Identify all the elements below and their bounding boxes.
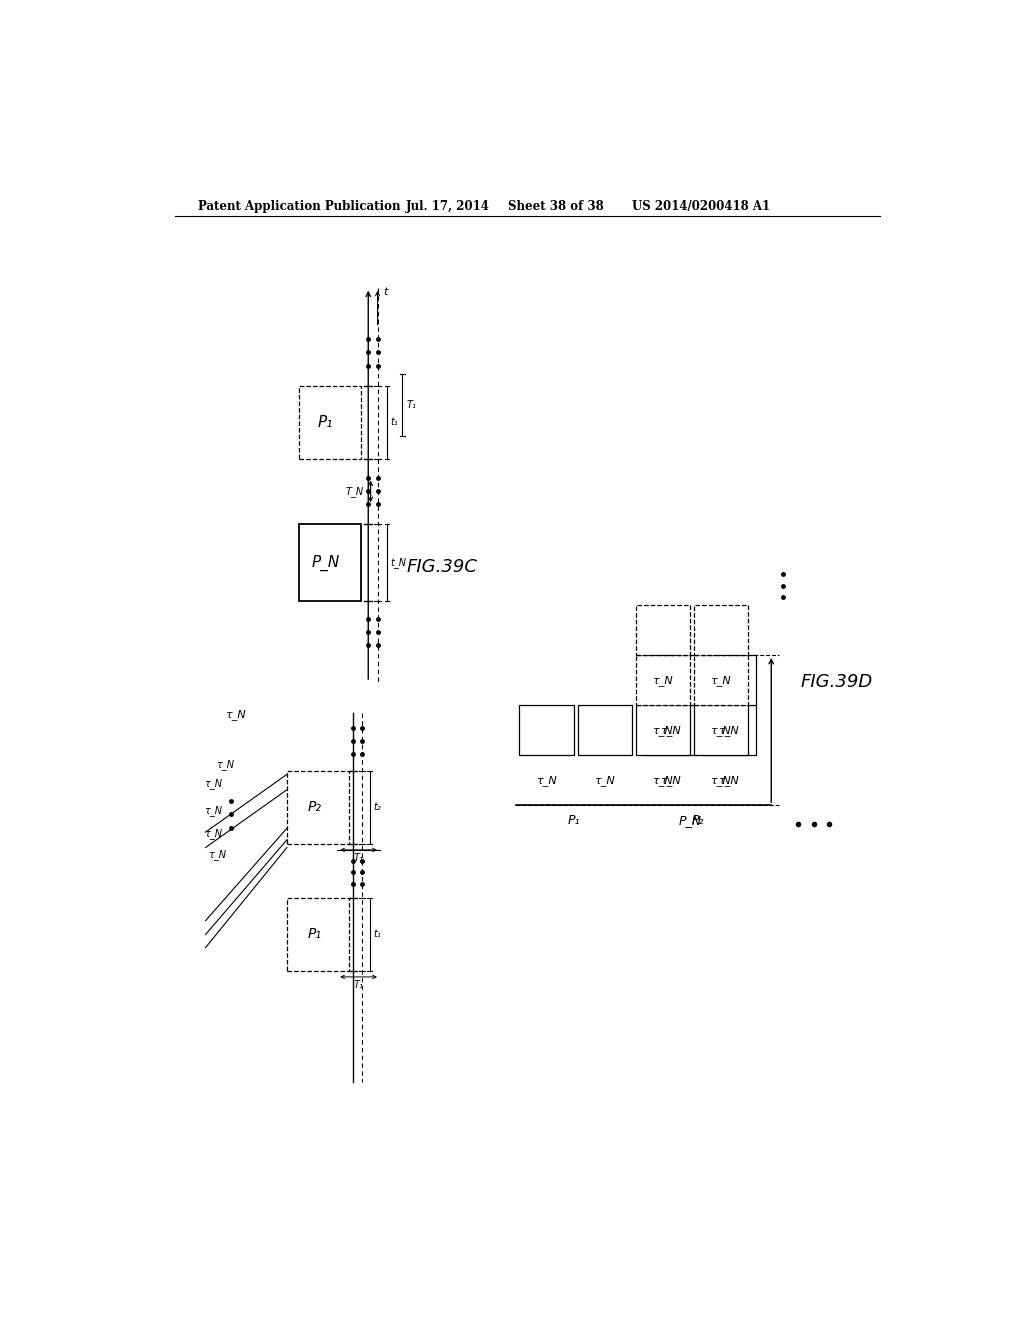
Text: τ_N: τ_N — [224, 709, 246, 719]
Text: τ_N: τ_N — [718, 725, 739, 735]
Bar — [693, 705, 748, 755]
Bar — [578, 705, 632, 755]
Text: τ_N: τ_N — [660, 775, 681, 785]
Bar — [299, 524, 360, 601]
Text: τ_N: τ_N — [652, 775, 673, 785]
Text: t₁: t₁ — [374, 929, 381, 939]
Bar — [299, 385, 360, 459]
Bar — [636, 605, 690, 655]
Text: τ_N: τ_N — [204, 805, 222, 816]
Text: t_N: t_N — [391, 557, 407, 568]
Text: t: t — [384, 288, 388, 297]
Text: T₁: T₁ — [353, 853, 364, 863]
Text: P₁: P₁ — [308, 927, 322, 941]
Text: P_N: P_N — [311, 554, 340, 570]
Text: T₁: T₁ — [407, 400, 416, 409]
Text: US 2014/0200418 A1: US 2014/0200418 A1 — [632, 199, 770, 213]
Text: P_N: P_N — [678, 814, 701, 828]
Text: Jul. 17, 2014: Jul. 17, 2014 — [406, 199, 489, 213]
Bar — [693, 655, 748, 705]
Bar — [636, 655, 690, 705]
Bar — [643, 705, 697, 755]
Text: τ_N: τ_N — [711, 775, 731, 785]
Text: τ_N: τ_N — [652, 675, 673, 685]
Text: T₁: T₁ — [353, 979, 364, 990]
Text: τ_N: τ_N — [208, 850, 226, 861]
Text: Patent Application Publication: Patent Application Publication — [198, 199, 400, 213]
Text: τ_N: τ_N — [718, 775, 739, 785]
Text: T_N: T_N — [345, 486, 364, 496]
Text: τ_N: τ_N — [711, 675, 731, 685]
Bar — [287, 771, 349, 843]
Text: τ_N: τ_N — [204, 777, 222, 789]
Bar — [693, 605, 748, 655]
Text: τ_N: τ_N — [216, 759, 233, 770]
Bar — [287, 898, 349, 970]
Text: FIG.39D: FIG.39D — [801, 673, 873, 690]
Text: Sheet 38 of 38: Sheet 38 of 38 — [508, 199, 603, 213]
Text: P₂: P₂ — [308, 800, 322, 814]
Bar — [701, 705, 756, 755]
Text: P₂: P₂ — [691, 814, 703, 828]
Text: τ_N: τ_N — [660, 725, 681, 735]
Text: t₂: t₂ — [374, 803, 381, 812]
Text: τ_N: τ_N — [711, 725, 731, 735]
Text: P₁: P₁ — [567, 814, 580, 828]
Bar — [701, 655, 756, 705]
Bar — [636, 705, 690, 755]
Text: τ_N: τ_N — [204, 828, 222, 840]
Text: FIG.39C: FIG.39C — [407, 557, 477, 576]
Bar — [643, 655, 697, 705]
Text: P₁: P₁ — [317, 414, 334, 429]
Text: τ_N: τ_N — [594, 775, 615, 785]
Text: τ_N: τ_N — [652, 725, 673, 735]
Bar — [519, 705, 573, 755]
Text: t₁: t₁ — [391, 417, 398, 428]
Text: τ_N: τ_N — [537, 775, 557, 785]
